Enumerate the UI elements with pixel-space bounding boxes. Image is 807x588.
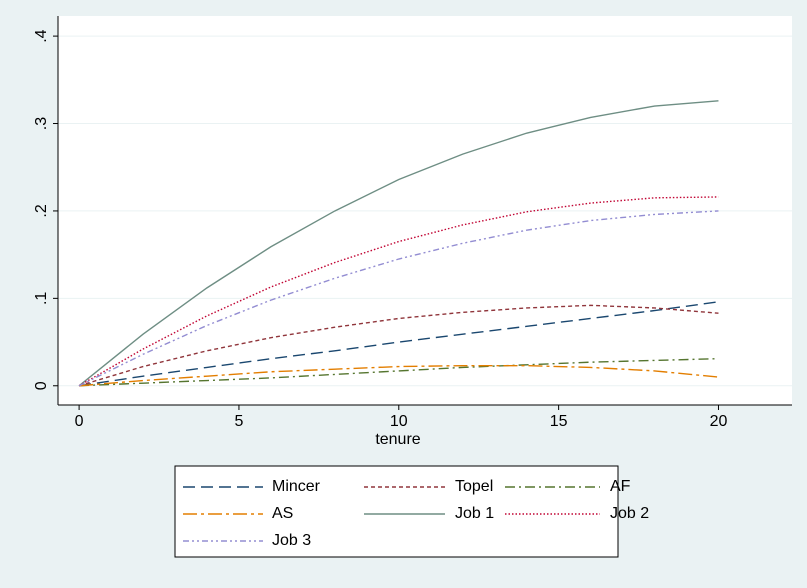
legend-label: Topel [455,478,493,495]
series-line [79,357,719,387]
x-tick-label: 0 [75,413,84,430]
x-axis-title: tenure [375,431,420,448]
y-tick-label: 0 [33,381,50,390]
y-tick-label: .4 [33,29,50,42]
series-line [78,304,719,387]
legend-label: Mincer [272,478,321,495]
series-line [78,100,719,387]
y-tick-label: .2 [33,204,50,217]
x-tick-label: 20 [710,413,728,430]
legend-label: Job 2 [610,505,649,522]
legend-label: AS [272,505,293,522]
x-tick-label: 5 [234,413,243,430]
legend-label: Job 3 [272,532,311,549]
legend-label: Job 1 [455,505,494,522]
y-tick-label: .3 [33,117,50,130]
x-tick-label: 15 [550,413,568,430]
legend-label: AF [610,478,631,495]
series-line [79,364,719,387]
legend [174,465,619,558]
y-tick-label: .1 [33,292,50,305]
series-line [78,210,719,387]
x-tick-label: 10 [390,413,408,430]
